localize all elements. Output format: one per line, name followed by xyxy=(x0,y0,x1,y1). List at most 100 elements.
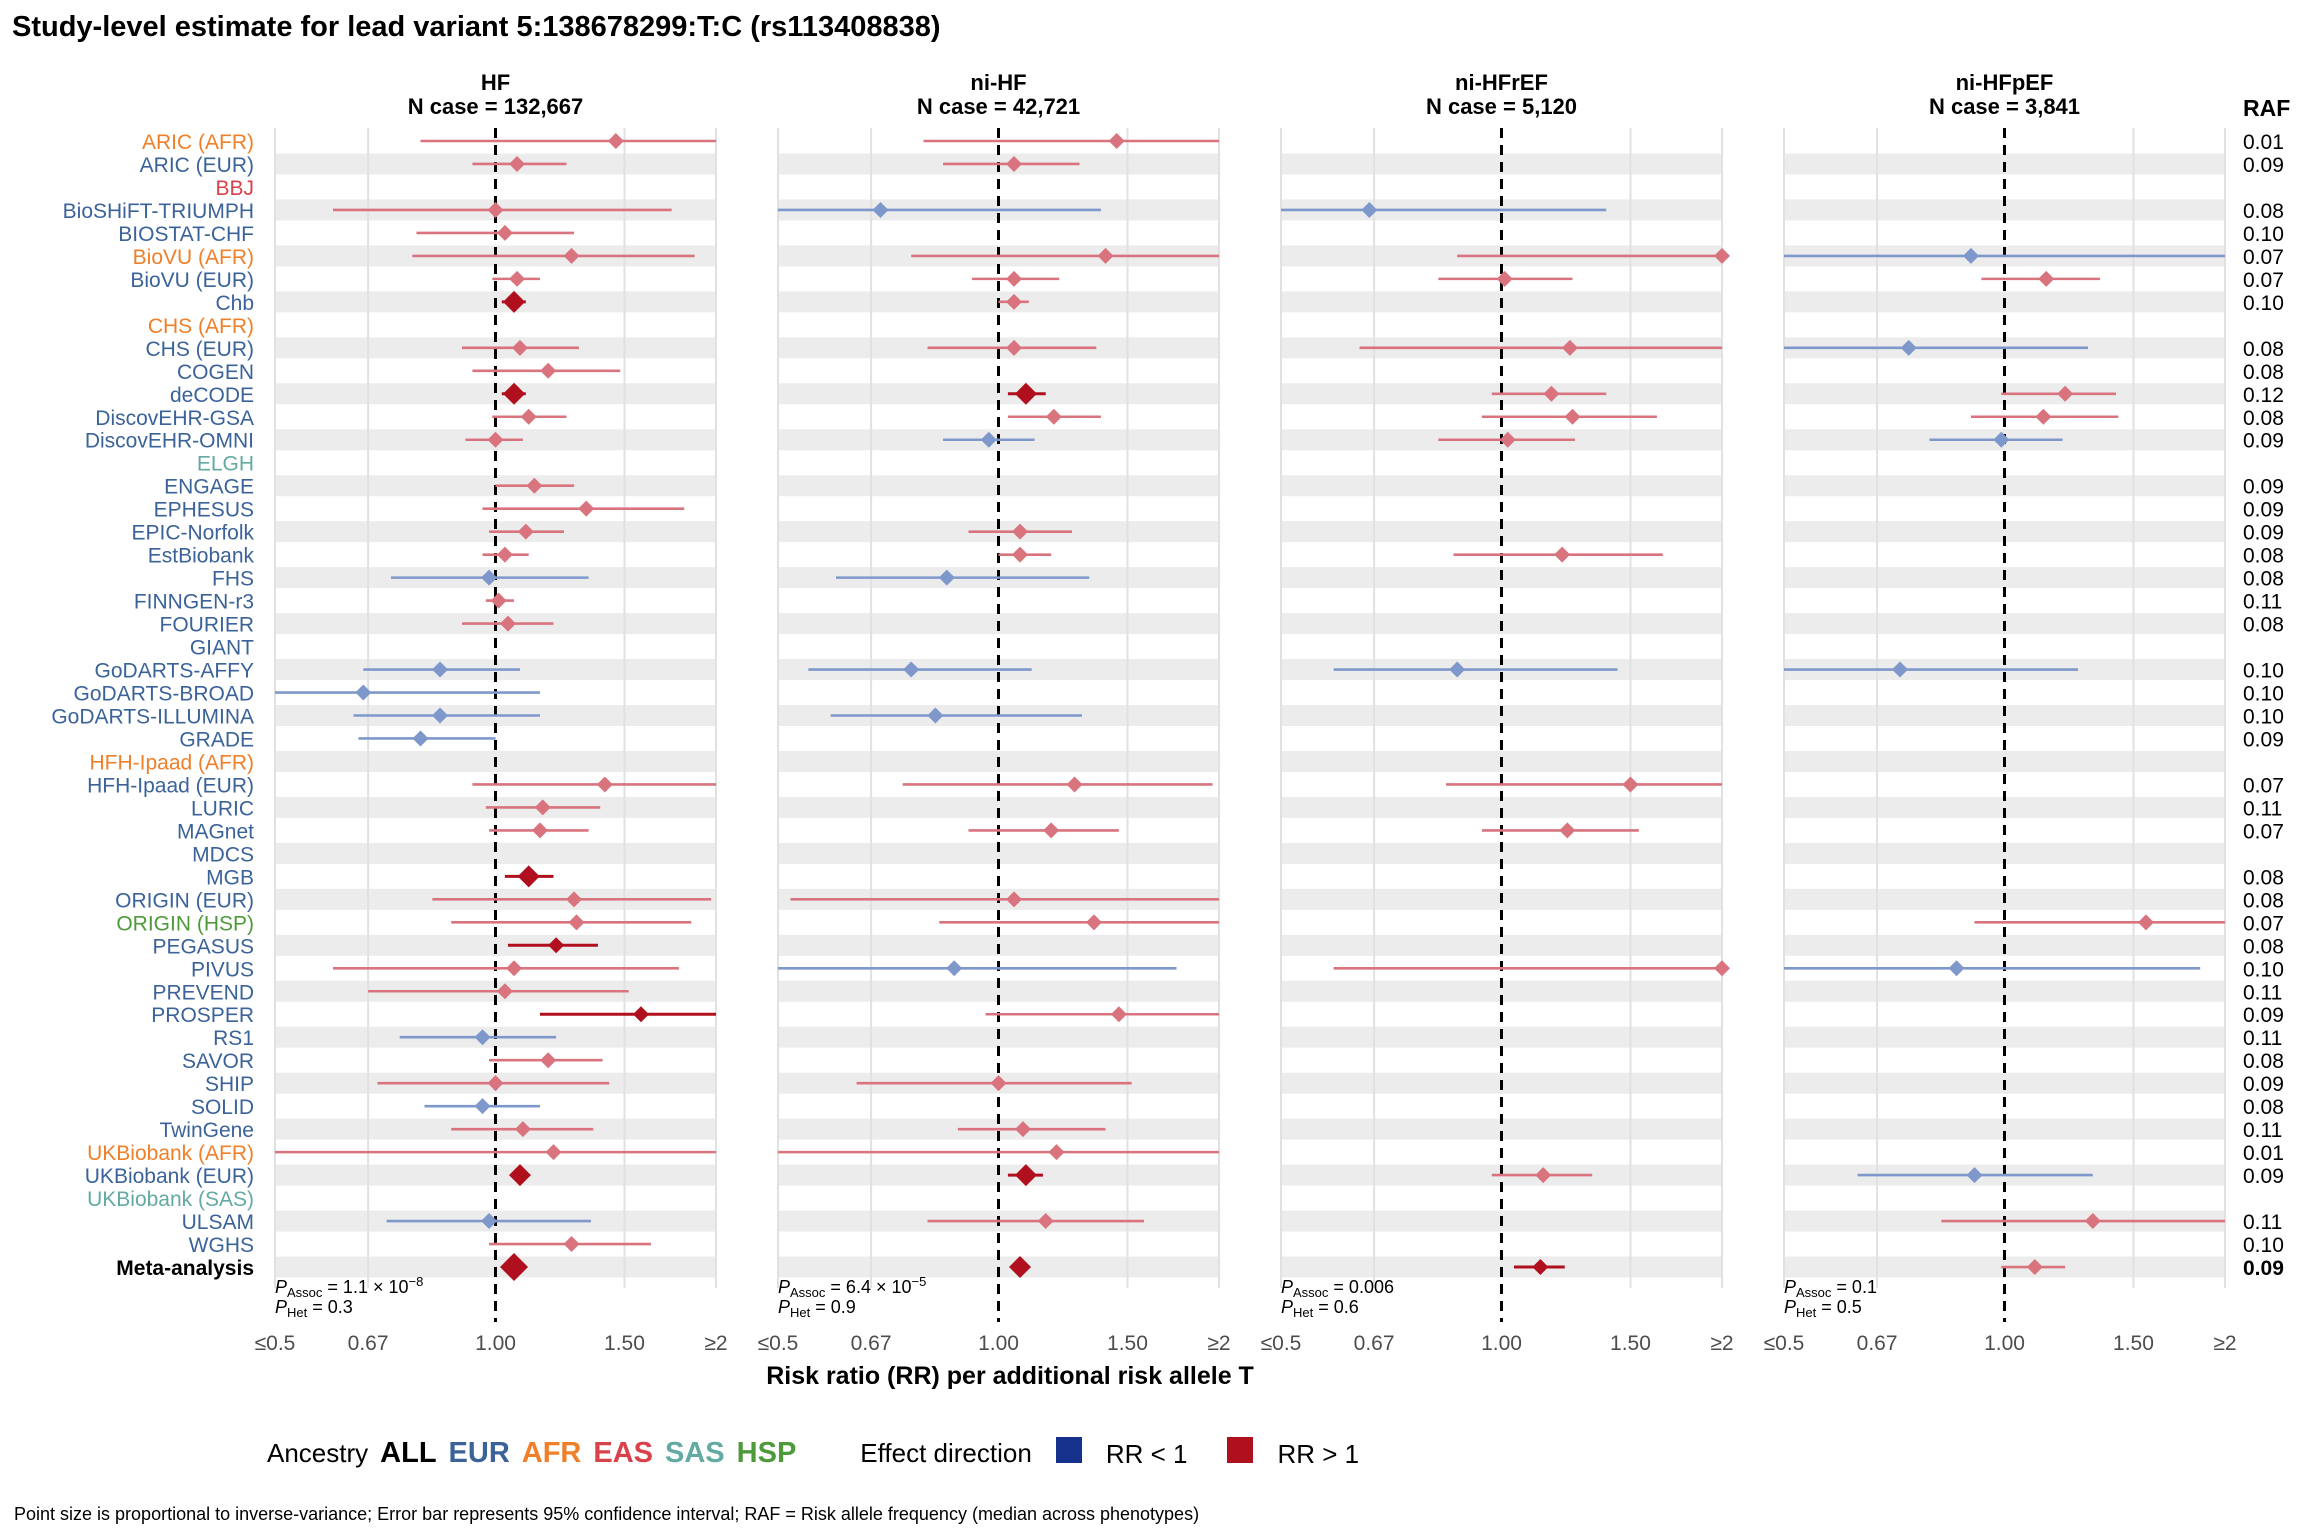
estimate-point xyxy=(500,1253,529,1282)
panel-n-case: N case = 5,120 xyxy=(1426,94,1577,119)
raf-value: 0.07 xyxy=(2243,246,2284,269)
footnote: Point size is proportional to inverse-va… xyxy=(14,1504,1200,1524)
estimate-point xyxy=(946,960,963,977)
raf-value: 0.01 xyxy=(2243,131,2284,154)
study-label: GIANT xyxy=(190,637,254,660)
estimate-point xyxy=(514,1121,531,1138)
raf-value: 0.07 xyxy=(2243,774,2284,797)
estimate-point xyxy=(927,707,944,724)
estimate-point xyxy=(1499,431,1516,448)
estimate-point xyxy=(1014,1164,1037,1187)
x-tick-label: ≤0.5 xyxy=(1764,1332,1805,1355)
raf-value: 0.11 xyxy=(2243,1211,2282,1234)
ancestry-legend-eur: EUR xyxy=(448,1436,510,1469)
legend: Ancestry ALL EUR AFR EAS SAS HSP Effect direc… xyxy=(267,1433,1399,1473)
study-label: SOLID xyxy=(191,1096,254,1119)
study-label: CHS (EUR) xyxy=(146,338,255,361)
estimate-point xyxy=(1496,270,1513,287)
estimate-point xyxy=(1966,1167,1983,1184)
estimate-point xyxy=(509,270,526,287)
raf-value: 0.08 xyxy=(2243,889,2284,912)
raf-value: 0.10 xyxy=(2243,1234,2284,1257)
study-label: PEGASUS xyxy=(152,935,254,958)
raf-value: 0.09 xyxy=(2243,728,2284,751)
study-label: MGB xyxy=(206,866,254,889)
raf-column: RAF0.010.090.080.100.070.070.100.080.080… xyxy=(2243,95,2290,1280)
row-stripe xyxy=(1281,521,1722,543)
raf-value: 0.08 xyxy=(2243,545,2284,568)
row-stripe xyxy=(275,383,716,405)
panel-title: ni-HF xyxy=(970,70,1026,95)
estimate-point xyxy=(1559,822,1576,839)
estimate-point xyxy=(1993,431,2010,448)
study-label: DiscovEHR-OMNI xyxy=(85,430,254,453)
raf-value: 0.09 xyxy=(2243,430,2284,453)
raf-value: 0.07 xyxy=(2243,820,2284,843)
study-label: HFH-Ipaad (EUR) xyxy=(87,774,254,797)
raf-value: 0.10 xyxy=(2243,683,2284,706)
raf-value: 0.01 xyxy=(2243,1142,2284,1165)
estimate-point xyxy=(938,569,955,586)
ancestry-legend-eas: EAS xyxy=(593,1436,654,1469)
estimate-point xyxy=(487,431,504,448)
panel-ni-hf: ni-HFN case = 42,721 PAssoc = 6.4 × 10−5P… xyxy=(758,70,1231,1355)
estimate-point xyxy=(607,133,624,149)
row-stripe xyxy=(1784,521,2225,543)
effect-legend-label: RR > 1 xyxy=(1277,1438,1360,1469)
study-label: PROSPER xyxy=(151,1004,254,1027)
raf-value: 0.09 xyxy=(2243,154,2284,177)
study-label: ORIGIN (EUR) xyxy=(115,889,254,912)
estimate-point xyxy=(1891,661,1908,678)
panel-title: ni-HFpEF xyxy=(1956,70,2054,95)
row-stripe xyxy=(275,842,716,864)
effect-legend-label: RR < 1 xyxy=(1105,1438,1188,1469)
panel-hf: HFN case = 132,667 PAssoc = 1.1 × 10−8PHe… xyxy=(255,70,728,1355)
estimate-point xyxy=(566,891,583,908)
study-label: BioSHiFT-TRIUMPH xyxy=(63,200,254,223)
estimate-point xyxy=(872,201,889,218)
estimate-point xyxy=(1535,1167,1552,1184)
study-label: HFH-Ipaad (AFR) xyxy=(89,751,254,774)
x-tick-label: 0.67 xyxy=(851,1332,892,1355)
study-label: MAGnet xyxy=(177,820,254,843)
x-tick-label: 1.50 xyxy=(604,1332,645,1355)
estimate-point xyxy=(540,362,557,379)
raf-value: 0.07 xyxy=(2243,269,2284,292)
study-label: COGEN xyxy=(177,361,254,384)
study-label: ARIC (AFR) xyxy=(142,131,254,154)
estimate-point xyxy=(1108,133,1125,149)
estimate-point xyxy=(517,523,534,540)
raf-value: 0.09 xyxy=(2243,1004,2284,1027)
estimate-point xyxy=(1622,776,1639,793)
estimate-point xyxy=(1449,661,1466,678)
estimate-point xyxy=(2038,270,2055,287)
study-label: ORIGIN (HSP) xyxy=(116,912,254,935)
p-het: PHet = 0.6 xyxy=(1281,1297,1359,1320)
raf-value: 0.08 xyxy=(2243,935,2284,958)
raf-value: 0.08 xyxy=(2243,338,2284,361)
estimate-point xyxy=(517,865,540,888)
effect-legend-key-red xyxy=(1227,1436,1254,1463)
estimate-point xyxy=(474,1029,491,1046)
study-label: RS1 xyxy=(213,1027,254,1050)
estimate-point xyxy=(1006,155,1023,172)
row-stripe xyxy=(778,796,1219,818)
raf-value: 0.10 xyxy=(2243,223,2284,246)
estimate-point xyxy=(2035,408,2052,425)
estimate-point xyxy=(548,937,565,954)
estimate-point xyxy=(2137,914,2154,931)
row-stripe xyxy=(1784,842,2225,864)
estimate-point xyxy=(1097,247,1114,264)
x-tick-label: ≥2 xyxy=(2213,1332,2236,1355)
x-tick-label: ≤0.5 xyxy=(758,1332,799,1355)
estimate-point xyxy=(1948,960,1965,977)
row-stripe xyxy=(778,1164,1219,1186)
row-stripe xyxy=(1784,796,2225,818)
estimate-point xyxy=(1012,523,1029,540)
x-tick-label: 0.67 xyxy=(348,1332,389,1355)
ancestry-legend-hsp: HSP xyxy=(736,1436,797,1469)
study-label: ULSAM xyxy=(182,1211,254,1234)
estimate-point xyxy=(1037,1213,1054,1230)
ancestry-legend-items: ALL EUR AFR EAS SAS HSP xyxy=(380,1437,808,1470)
